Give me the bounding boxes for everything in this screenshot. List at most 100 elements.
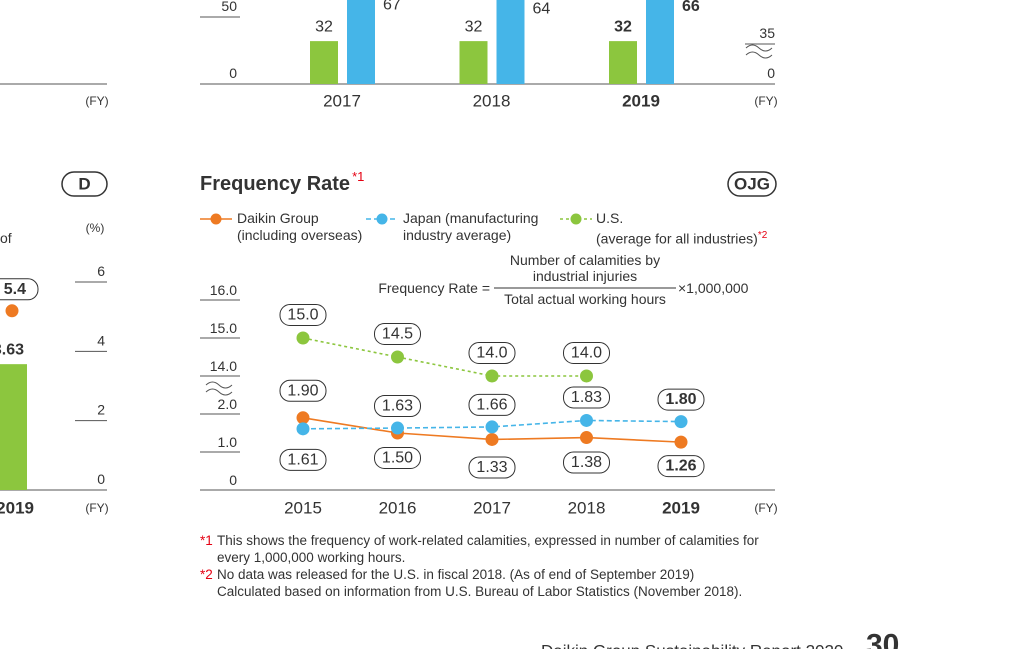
legend-entry: Daikin Group (including overseas) bbox=[237, 210, 362, 244]
badge-text: D bbox=[78, 175, 90, 194]
formula-factor: ×1,000,000 bbox=[678, 280, 749, 296]
legend-entry: Japan (manufacturing industry average) bbox=[403, 210, 538, 244]
x-unit: (FY) bbox=[85, 501, 108, 515]
x-tick-label: 2019 bbox=[622, 92, 660, 111]
formula-left: Frequency Rate = bbox=[378, 280, 490, 296]
value-label: 1.61 bbox=[287, 451, 318, 468]
value-label-box bbox=[563, 451, 610, 474]
value-label-box bbox=[468, 393, 516, 416]
legend-marker bbox=[570, 213, 582, 225]
value-label-box bbox=[279, 304, 327, 326]
value-label: 14.0 bbox=[476, 345, 507, 362]
point bbox=[580, 431, 593, 445]
value-label-box bbox=[374, 447, 421, 469]
y-tick-label: 2.0 bbox=[218, 396, 238, 412]
x-unit: (FY) bbox=[85, 94, 108, 108]
badge bbox=[61, 171, 108, 197]
footnote-text: No data was released for the U.S. in fis… bbox=[217, 567, 743, 599]
legend-text: Japan (manufacturing industry average) bbox=[403, 210, 539, 243]
value-label: 3.63 bbox=[0, 342, 24, 359]
value-label-box bbox=[279, 379, 327, 402]
formula-numerator: Number of calamities by industrial injuri… bbox=[510, 252, 660, 284]
point bbox=[485, 432, 499, 446]
value-label: 1.90 bbox=[287, 382, 318, 399]
y-tick-label: 0 bbox=[97, 471, 105, 487]
x-tick-label: 2018 bbox=[473, 92, 511, 111]
y-tick-label: 4 bbox=[97, 332, 105, 348]
y2-tick-label: 35 bbox=[759, 25, 775, 41]
point bbox=[580, 369, 593, 383]
footnote-text: This shows the frequency of work-related… bbox=[217, 533, 759, 565]
series-line bbox=[302, 337, 587, 377]
title-text: Frequency Rate bbox=[200, 173, 350, 195]
badge-text: OJG bbox=[734, 175, 770, 194]
y-tick-label: 14.0 bbox=[210, 358, 237, 374]
point bbox=[5, 304, 19, 318]
series-line bbox=[302, 419, 682, 430]
footer-page: 30 bbox=[866, 629, 899, 649]
x-tick-label: 2015 bbox=[284, 499, 322, 518]
value-label-box bbox=[563, 342, 610, 364]
value-label-box bbox=[468, 342, 516, 364]
x-tick-label: 2017 bbox=[473, 499, 511, 518]
footnote: *1 This shows the frequency of work-relat… bbox=[200, 532, 785, 566]
value-label: 1.66 bbox=[476, 396, 507, 413]
value-label-box bbox=[468, 456, 516, 479]
value-label: 32 bbox=[315, 19, 333, 36]
value-label: 1.80 bbox=[665, 391, 696, 408]
y-tick-label: 2 bbox=[97, 402, 105, 418]
value-label: 14.0 bbox=[571, 345, 602, 362]
value-label-box bbox=[563, 386, 610, 409]
x-tick-label: 2019 bbox=[662, 499, 700, 518]
y-unit: (%) bbox=[86, 221, 105, 235]
x-tick-label: 2017 bbox=[323, 92, 361, 111]
point bbox=[296, 331, 310, 345]
y-tick-label: 16.0 bbox=[210, 282, 237, 298]
point bbox=[580, 413, 593, 427]
value-label-box bbox=[279, 448, 327, 471]
bar bbox=[347, 0, 375, 84]
bar bbox=[459, 41, 488, 84]
value-label: 1.33 bbox=[476, 459, 507, 476]
value-label-box bbox=[374, 323, 421, 345]
bar bbox=[609, 41, 637, 84]
point bbox=[391, 350, 404, 364]
value-label-box bbox=[657, 455, 705, 478]
value-label: 14.5 bbox=[382, 326, 413, 343]
value-label-box bbox=[374, 395, 421, 418]
bar bbox=[310, 41, 338, 84]
point bbox=[485, 420, 499, 434]
legend-marker bbox=[210, 213, 222, 225]
axis-break bbox=[745, 44, 773, 59]
legend-entry: U.S. (average for all industries)*2 bbox=[596, 210, 767, 248]
point bbox=[485, 369, 499, 383]
legend-marker bbox=[376, 213, 388, 225]
point bbox=[674, 415, 688, 429]
value-label-box bbox=[0, 278, 39, 301]
value-label: 5.4 bbox=[4, 281, 26, 298]
formula-denominator: Total actual working hours bbox=[504, 291, 666, 307]
legend-text: U.S. (average for all industries) bbox=[596, 210, 758, 247]
badge bbox=[727, 171, 777, 197]
footnote-mark: *2 bbox=[200, 567, 213, 582]
chart-title: Frequency Rate *1 bbox=[200, 169, 364, 195]
y-tick-label: 50 bbox=[221, 0, 237, 14]
y-tick-label: 6 bbox=[97, 263, 105, 279]
y-tick-label: 1.0 bbox=[218, 434, 238, 450]
value-label: 1.38 bbox=[571, 454, 602, 471]
bar bbox=[496, 0, 525, 85]
y-tick-label: 0 bbox=[229, 472, 237, 488]
point bbox=[296, 411, 310, 425]
point bbox=[674, 435, 688, 449]
value-label: 32 bbox=[614, 19, 632, 36]
footnotes: *1 This shows the frequency of work-relat… bbox=[200, 532, 785, 600]
x-tick-label: 2019 bbox=[0, 499, 34, 518]
bar bbox=[646, 0, 674, 85]
x-tick-label: 2016 bbox=[379, 499, 417, 518]
value-label: 32 bbox=[465, 19, 483, 36]
y-tick-label: 15.0 bbox=[210, 320, 237, 336]
x-unit: (FY) bbox=[754, 94, 777, 108]
x-unit: (FY) bbox=[754, 501, 777, 515]
y2-tick-label: 0 bbox=[767, 65, 775, 81]
